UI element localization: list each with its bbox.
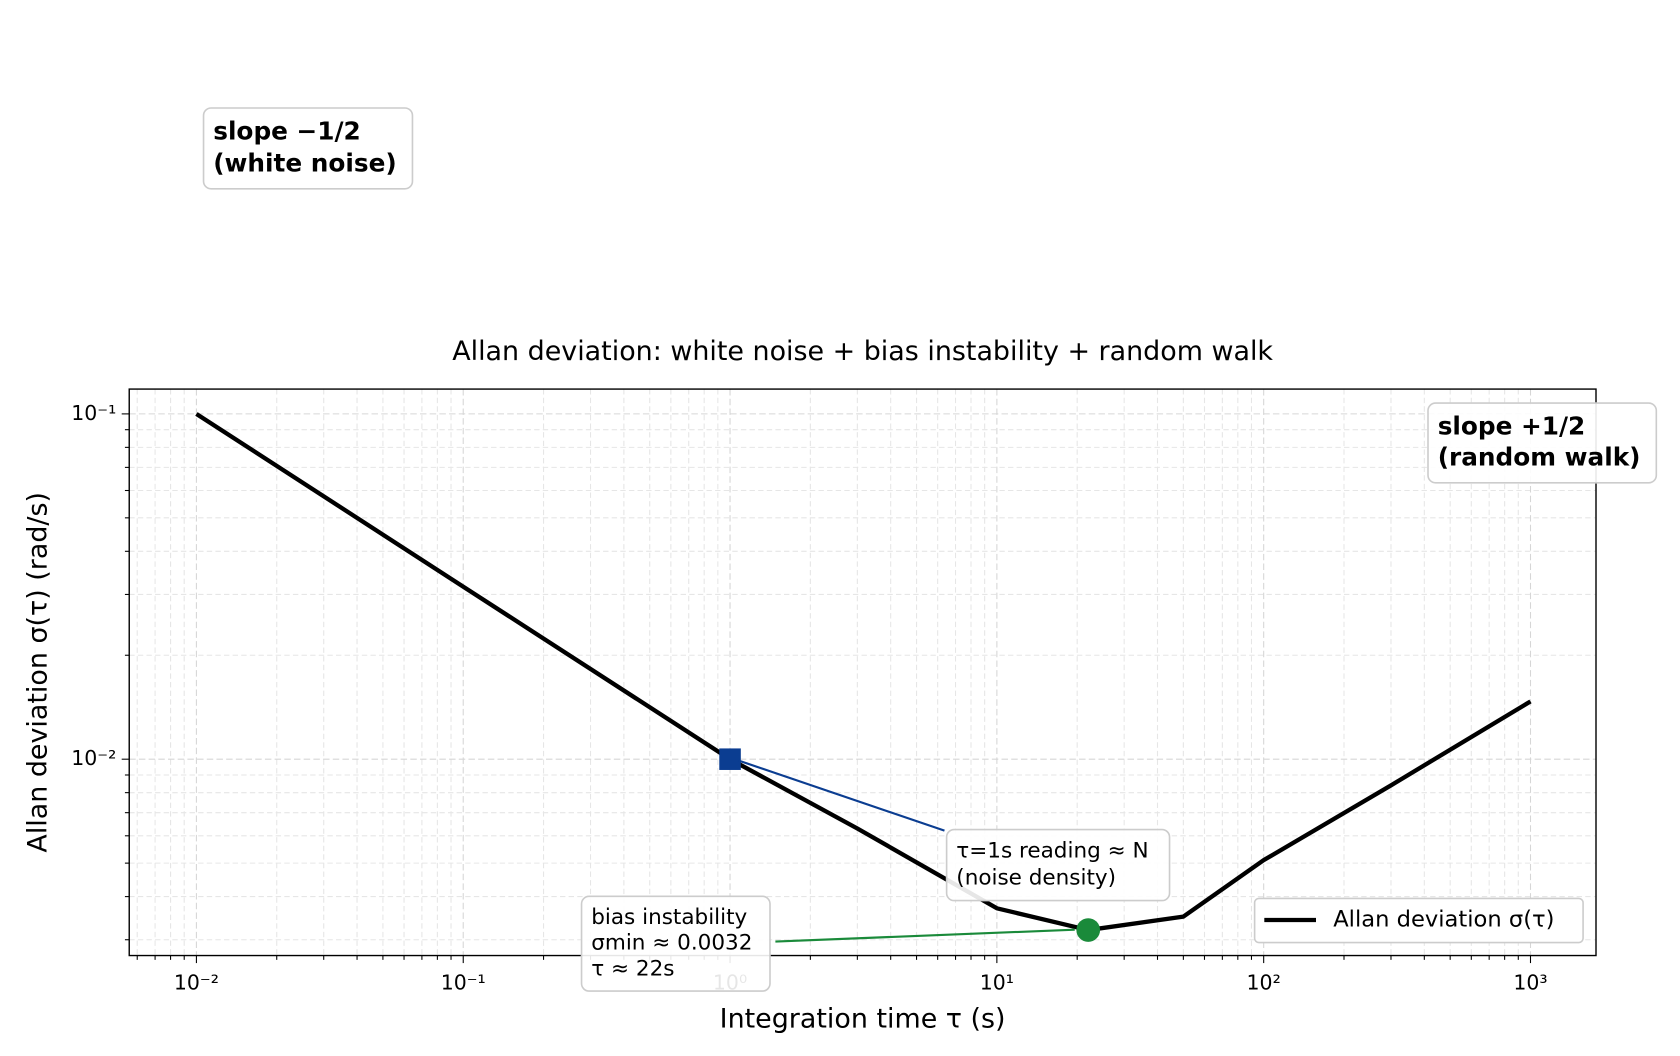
annotation-text: (random walk) bbox=[1438, 443, 1641, 472]
annotation-text: σmin ≈ 0.0032 bbox=[591, 931, 752, 956]
annotation-box bbox=[945, 828, 1171, 902]
data-line bbox=[195, 412, 1532, 933]
plot-area bbox=[195, 412, 1532, 942]
annotation-text: τ=1s reading ≈ N bbox=[956, 839, 1148, 864]
annotation-text: τ ≈ 22s bbox=[591, 957, 674, 982]
marker-square bbox=[719, 748, 741, 770]
annotation-box bbox=[1427, 402, 1658, 484]
annotation-text: (noise density) bbox=[956, 866, 1116, 891]
annotation-arrow bbox=[775, 928, 1075, 943]
annotation-box bbox=[580, 895, 771, 992]
x-axis-label: Integration time τ (s) bbox=[720, 1004, 1006, 1035]
chart-title: Allan deviation: white noise + bias inst… bbox=[452, 336, 1273, 367]
legend: Allan deviation σ(τ) bbox=[1253, 897, 1584, 944]
annotation-text: (white noise) bbox=[213, 148, 396, 177]
axes-frame bbox=[128, 388, 1597, 957]
x-tick-label: 10⁻¹ bbox=[441, 971, 486, 995]
legend-box bbox=[1253, 897, 1584, 944]
y-tick-label: 10⁻¹ bbox=[71, 401, 116, 425]
annotation-text: slope −1/2 bbox=[213, 117, 361, 146]
annotation-text: bias instability bbox=[591, 905, 747, 930]
y-tick-label: 10⁻² bbox=[71, 746, 116, 770]
x-tick-label: 10¹ bbox=[980, 971, 1014, 995]
x-tick-label: 10² bbox=[1247, 971, 1281, 995]
legend-label: Allan deviation σ(τ) bbox=[1333, 907, 1554, 933]
annotation-arrow bbox=[738, 759, 945, 832]
x-tick-label: 10⁻² bbox=[174, 971, 219, 995]
marker-circle bbox=[1076, 918, 1101, 942]
annotation-text: slope +1/2 bbox=[1438, 411, 1586, 440]
annotations: slope −1/2(white noise) slope +1/2 (random… bbox=[202, 107, 1658, 992]
annotation-box bbox=[202, 107, 414, 190]
x-tick-label: 10³ bbox=[1513, 971, 1547, 995]
y-axis-label: Allan deviation σ(τ) (rad/s) bbox=[22, 492, 53, 853]
